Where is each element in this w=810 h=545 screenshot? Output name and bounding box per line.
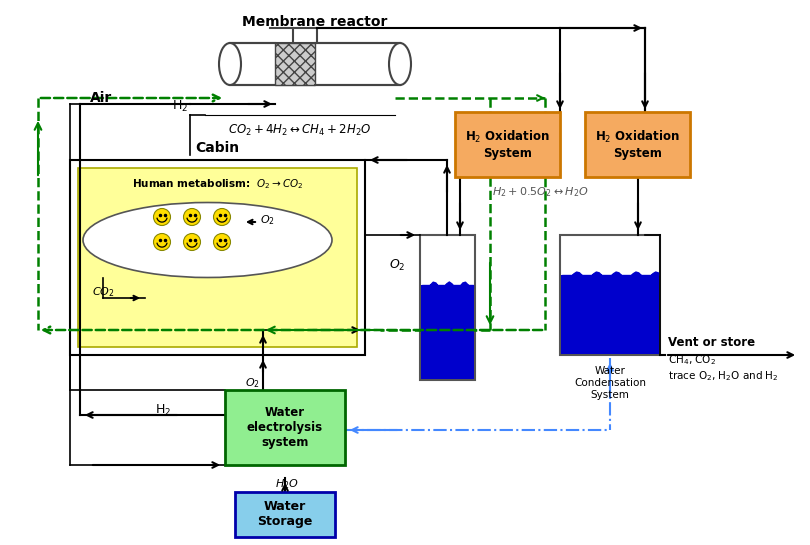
Ellipse shape — [389, 43, 411, 85]
Text: H$_2$ Oxidation
System: H$_2$ Oxidation System — [465, 129, 550, 160]
Bar — [585, 112, 690, 177]
Bar — [225, 390, 345, 465]
Text: Membrane reactor: Membrane reactor — [242, 15, 388, 29]
Text: Air: Air — [90, 91, 113, 105]
Bar — [421, 285, 474, 379]
Text: H$_2$: H$_2$ — [172, 99, 188, 113]
Text: $H_2O$: $H_2O$ — [275, 477, 299, 491]
Text: $O_2$: $O_2$ — [389, 257, 405, 272]
Bar — [78, 168, 357, 347]
Text: $CO_2$: $CO_2$ — [92, 285, 114, 299]
Circle shape — [184, 233, 201, 251]
Text: Cabin: Cabin — [195, 141, 240, 155]
Text: H$_2$ Oxidation
System: H$_2$ Oxidation System — [595, 129, 680, 160]
Text: $O_2$: $O_2$ — [260, 213, 275, 227]
Bar — [230, 43, 400, 85]
Circle shape — [184, 209, 201, 226]
Text: Human metabolism:  $O_2\rightarrow CO_2$: Human metabolism: $O_2\rightarrow CO_2$ — [131, 177, 304, 191]
Circle shape — [214, 209, 231, 226]
Bar — [420, 235, 475, 380]
Text: Vent or store: Vent or store — [668, 336, 755, 348]
Text: Water
electrolysis
system: Water electrolysis system — [247, 406, 323, 449]
Circle shape — [154, 209, 170, 226]
Circle shape — [154, 233, 170, 251]
Text: Water
Condensation
System: Water Condensation System — [574, 366, 646, 399]
Text: H$_2$: H$_2$ — [155, 402, 171, 417]
Bar — [235, 492, 335, 537]
Circle shape — [214, 233, 231, 251]
Text: Water
Storage: Water Storage — [258, 500, 313, 529]
Text: CH$_4$, CO$_2$
trace O$_2$, H$_2$O and H$_2$: CH$_4$, CO$_2$ trace O$_2$, H$_2$O and H… — [668, 353, 778, 383]
Text: $CO_2+4H_2\leftrightarrow CH_4+2H_2O$: $CO_2+4H_2\leftrightarrow CH_4+2H_2O$ — [228, 123, 372, 137]
Text: $H_2+0.5O_2\leftrightarrow H_2O$: $H_2+0.5O_2\leftrightarrow H_2O$ — [492, 185, 588, 199]
Text: $O_2$: $O_2$ — [245, 376, 259, 390]
Bar — [70, 160, 365, 355]
Ellipse shape — [83, 203, 332, 277]
Ellipse shape — [219, 43, 241, 85]
Bar — [561, 275, 659, 354]
Bar — [275, 43, 315, 85]
Bar — [455, 112, 560, 177]
Bar — [560, 235, 660, 355]
